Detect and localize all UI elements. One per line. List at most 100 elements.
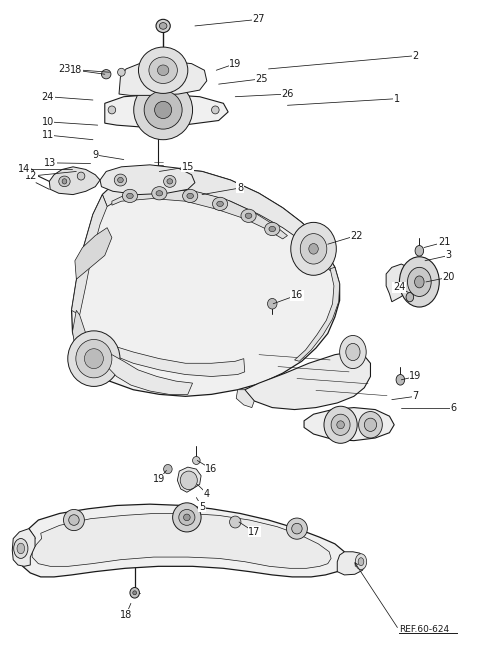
Polygon shape: [100, 165, 195, 195]
Text: 18: 18: [120, 610, 132, 620]
Ellipse shape: [133, 591, 137, 595]
Ellipse shape: [337, 421, 344, 429]
Text: 7: 7: [412, 392, 419, 402]
Ellipse shape: [358, 558, 364, 566]
Ellipse shape: [346, 344, 360, 361]
Ellipse shape: [118, 68, 125, 76]
Ellipse shape: [309, 243, 318, 254]
Ellipse shape: [127, 193, 133, 199]
Ellipse shape: [182, 189, 198, 203]
Ellipse shape: [68, 331, 120, 386]
Polygon shape: [295, 267, 340, 362]
Polygon shape: [75, 227, 112, 279]
Ellipse shape: [156, 191, 163, 196]
Ellipse shape: [155, 101, 172, 119]
Ellipse shape: [149, 57, 178, 83]
Ellipse shape: [14, 538, 28, 558]
Ellipse shape: [355, 554, 367, 570]
Ellipse shape: [399, 257, 439, 307]
Text: 22: 22: [350, 231, 362, 241]
Ellipse shape: [108, 106, 116, 114]
Ellipse shape: [138, 47, 188, 93]
Polygon shape: [32, 514, 331, 568]
Ellipse shape: [69, 515, 79, 526]
Ellipse shape: [118, 177, 123, 183]
Polygon shape: [112, 189, 288, 239]
Polygon shape: [105, 355, 192, 394]
Text: 26: 26: [281, 89, 294, 99]
Ellipse shape: [331, 414, 350, 436]
Text: 16: 16: [291, 290, 303, 300]
Polygon shape: [178, 467, 201, 492]
Ellipse shape: [406, 293, 414, 301]
Text: 16: 16: [205, 464, 217, 474]
Ellipse shape: [291, 222, 336, 275]
Text: 24: 24: [393, 282, 405, 292]
Polygon shape: [21, 504, 347, 577]
Ellipse shape: [134, 80, 192, 139]
Ellipse shape: [217, 201, 223, 207]
Text: 18: 18: [70, 65, 83, 75]
Polygon shape: [245, 352, 371, 410]
Ellipse shape: [130, 588, 139, 598]
Ellipse shape: [152, 187, 167, 200]
Ellipse shape: [164, 464, 172, 474]
Polygon shape: [12, 529, 35, 566]
Text: 20: 20: [443, 272, 455, 282]
Ellipse shape: [269, 226, 276, 231]
Ellipse shape: [76, 340, 112, 378]
Polygon shape: [386, 264, 412, 301]
Ellipse shape: [267, 298, 277, 309]
Text: 8: 8: [237, 183, 243, 193]
Text: 19: 19: [229, 59, 241, 69]
Ellipse shape: [324, 406, 357, 444]
Ellipse shape: [287, 518, 307, 539]
Polygon shape: [236, 390, 254, 408]
Ellipse shape: [340, 336, 366, 369]
Ellipse shape: [292, 524, 302, 534]
Text: 24: 24: [42, 91, 54, 101]
Ellipse shape: [144, 91, 182, 129]
Ellipse shape: [192, 456, 200, 464]
Text: 5: 5: [199, 502, 205, 512]
Ellipse shape: [173, 503, 201, 532]
Polygon shape: [72, 168, 340, 396]
Text: 23: 23: [58, 64, 71, 74]
Ellipse shape: [84, 349, 103, 369]
Ellipse shape: [300, 233, 327, 264]
Text: 25: 25: [255, 74, 267, 84]
Ellipse shape: [180, 471, 197, 490]
Text: 15: 15: [181, 162, 194, 172]
Text: 10: 10: [42, 117, 54, 127]
Ellipse shape: [245, 213, 252, 218]
Text: 19: 19: [409, 372, 421, 382]
Ellipse shape: [17, 543, 24, 554]
Ellipse shape: [156, 19, 170, 33]
Text: 17: 17: [248, 527, 261, 537]
Polygon shape: [105, 346, 245, 376]
Ellipse shape: [63, 510, 84, 531]
Ellipse shape: [159, 23, 167, 29]
Ellipse shape: [229, 516, 241, 528]
Polygon shape: [72, 195, 107, 315]
Polygon shape: [304, 408, 394, 441]
Text: 4: 4: [204, 488, 210, 498]
Ellipse shape: [213, 197, 228, 211]
Text: 13: 13: [44, 158, 56, 168]
Ellipse shape: [264, 222, 280, 235]
Ellipse shape: [159, 103, 167, 111]
Ellipse shape: [187, 193, 193, 199]
Polygon shape: [102, 168, 335, 271]
Ellipse shape: [364, 418, 377, 432]
Ellipse shape: [114, 174, 127, 186]
Text: 14: 14: [18, 165, 30, 175]
Ellipse shape: [62, 179, 67, 184]
Polygon shape: [105, 94, 228, 127]
Ellipse shape: [164, 175, 176, 187]
Ellipse shape: [183, 514, 190, 521]
Ellipse shape: [241, 209, 256, 222]
Polygon shape: [337, 552, 366, 575]
Text: 3: 3: [446, 250, 452, 260]
Polygon shape: [72, 310, 87, 360]
Ellipse shape: [408, 267, 431, 296]
